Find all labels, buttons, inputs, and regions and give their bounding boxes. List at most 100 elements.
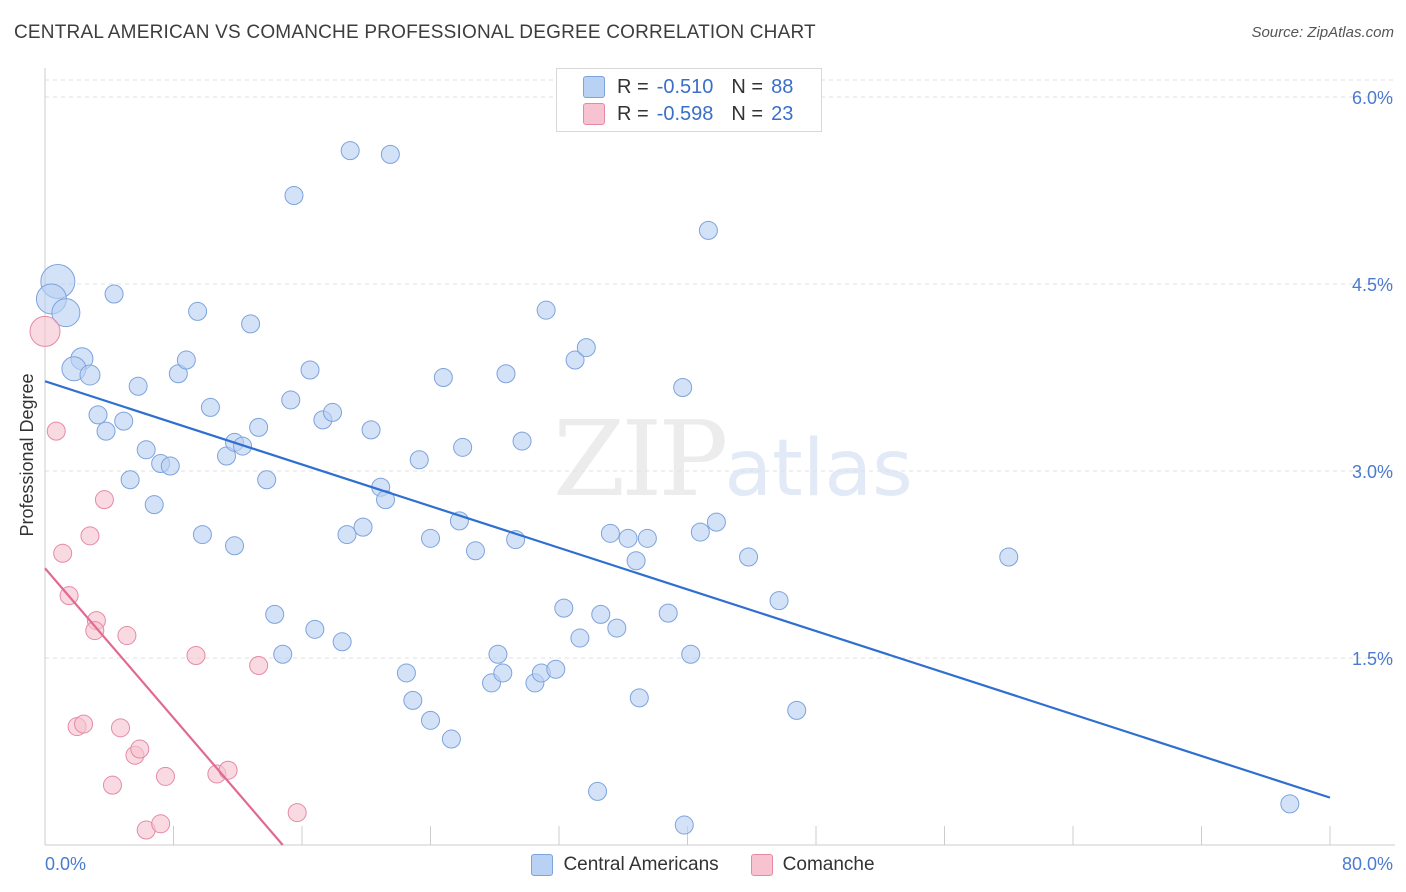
central-americans-point (176, 350, 196, 370)
central-americans-point (690, 522, 710, 542)
legend-item-comanche[interactable]: Comanche (750, 854, 875, 876)
comanche-point (155, 766, 175, 786)
central-americans-point (79, 364, 101, 386)
central-americans-point (618, 528, 638, 548)
comanche-point (46, 421, 66, 441)
central-americans-point (565, 350, 585, 370)
axes (44, 68, 1395, 846)
central-americans-point (51, 298, 81, 328)
central-americans-point (626, 551, 646, 571)
central-americans-point (600, 523, 620, 543)
x-tick-label: 80.0% (1342, 854, 1393, 874)
legend-label-comanche: Comanche (782, 854, 875, 875)
comanche-point (249, 655, 269, 675)
comanche-point (110, 718, 130, 738)
central-americans-point (512, 431, 532, 451)
legend-r-label: R = (617, 75, 649, 98)
central-americans-point (281, 390, 301, 410)
central-americans-point (104, 284, 124, 304)
central-americans-point (300, 360, 320, 380)
legend-n-label: N = (731, 102, 764, 125)
central-americans-point (607, 618, 627, 638)
watermark: ZIPatlas (553, 398, 913, 520)
comanche-point (85, 621, 105, 641)
central-americans-point (96, 421, 116, 441)
central-americans-point (433, 368, 453, 387)
legend-row-central-americans: R = -0.510 N = 88 (583, 75, 793, 99)
source-note: Source: ZipAtlas.com (1251, 24, 1394, 41)
legend-swatch-comanche (750, 854, 773, 876)
central-americans-point (421, 528, 440, 548)
central-americans-point (674, 815, 694, 835)
central-americans-point (465, 541, 485, 561)
legend-n-value: 23 (771, 102, 794, 125)
central-americans-point (409, 450, 429, 470)
central-americans-point (739, 547, 759, 567)
central-americans-point (554, 598, 574, 618)
legend-item-central-americans[interactable]: Central Americans (531, 854, 719, 876)
watermark-zip: ZIP (553, 398, 728, 520)
comanche-point (130, 739, 150, 759)
central-americans-point (637, 528, 657, 548)
central-americans-point (546, 659, 566, 679)
central-americans-point (160, 456, 180, 476)
central-americans-point (284, 185, 304, 205)
central-americans-point (114, 411, 134, 431)
comanche-point (94, 490, 114, 510)
legend-n-label: N = (731, 75, 764, 98)
comanche-point (53, 543, 73, 563)
axis-labels: 1.5% 3.0% 4.5% 6.0% 0.0% 80.0% Professional De… (17, 88, 1393, 874)
y-tick-label: 1.5% (1352, 649, 1393, 669)
comanche-point (287, 803, 307, 823)
central-americans-point (305, 619, 325, 639)
central-americans-point (453, 437, 473, 457)
y-axis-title: Professional Degree (17, 373, 37, 536)
watermark-atlas: atlas (724, 424, 913, 514)
central-americans-points (35, 141, 1300, 835)
comanche-point (29, 315, 61, 347)
comanche-points (29, 315, 307, 840)
x-tick-label: 0.0% (45, 854, 86, 874)
y-tick-label: 3.0% (1352, 462, 1393, 482)
central-americans-point (769, 591, 789, 611)
comanche-point (151, 814, 171, 834)
central-americans-point (441, 729, 461, 749)
central-americans-point (128, 376, 148, 396)
series-legend: Central Americans Comanche (0, 852, 1406, 878)
central-americans-point (120, 470, 140, 490)
legend-r-value: -0.510 (656, 75, 714, 98)
central-americans-point (698, 220, 718, 240)
y-tick-label: 6.0% (1352, 88, 1393, 108)
central-americans-point (591, 604, 611, 624)
central-americans-point (787, 700, 807, 720)
central-americans-point (225, 536, 245, 556)
central-americans-point (273, 644, 293, 664)
central-americans-point (257, 470, 277, 490)
central-americans-point (536, 300, 556, 320)
central-americans-point (323, 402, 343, 422)
central-americans-point (999, 547, 1019, 567)
comanche-point (186, 646, 206, 666)
comanche-trend-line (44, 567, 284, 846)
central-americans-point (421, 710, 440, 730)
central-americans-point (241, 314, 261, 334)
correlation-legend: R = -0.510 N = 88 R = -0.598 N = 23 (556, 68, 822, 132)
comanche-point (218, 760, 238, 780)
comanche-point (80, 526, 100, 546)
legend-label-central-americans: Central Americans (563, 854, 719, 875)
comanche-point (74, 714, 94, 734)
central-americans-point (493, 663, 513, 683)
central-americans-point (576, 338, 596, 358)
central-americans-point (88, 405, 108, 425)
central-americans-point (192, 525, 212, 545)
legend-r-value: -0.598 (656, 102, 714, 125)
legend-swatch-central-americans (583, 76, 605, 98)
central-americans-trend-line (44, 380, 1331, 799)
comanche-point (102, 775, 122, 795)
comanche-point (117, 626, 137, 646)
central-americans-point (681, 644, 701, 664)
legend-swatch-comanche (583, 103, 605, 125)
central-americans-point (488, 644, 508, 664)
central-americans-point (396, 663, 416, 683)
central-americans-point (332, 632, 352, 652)
